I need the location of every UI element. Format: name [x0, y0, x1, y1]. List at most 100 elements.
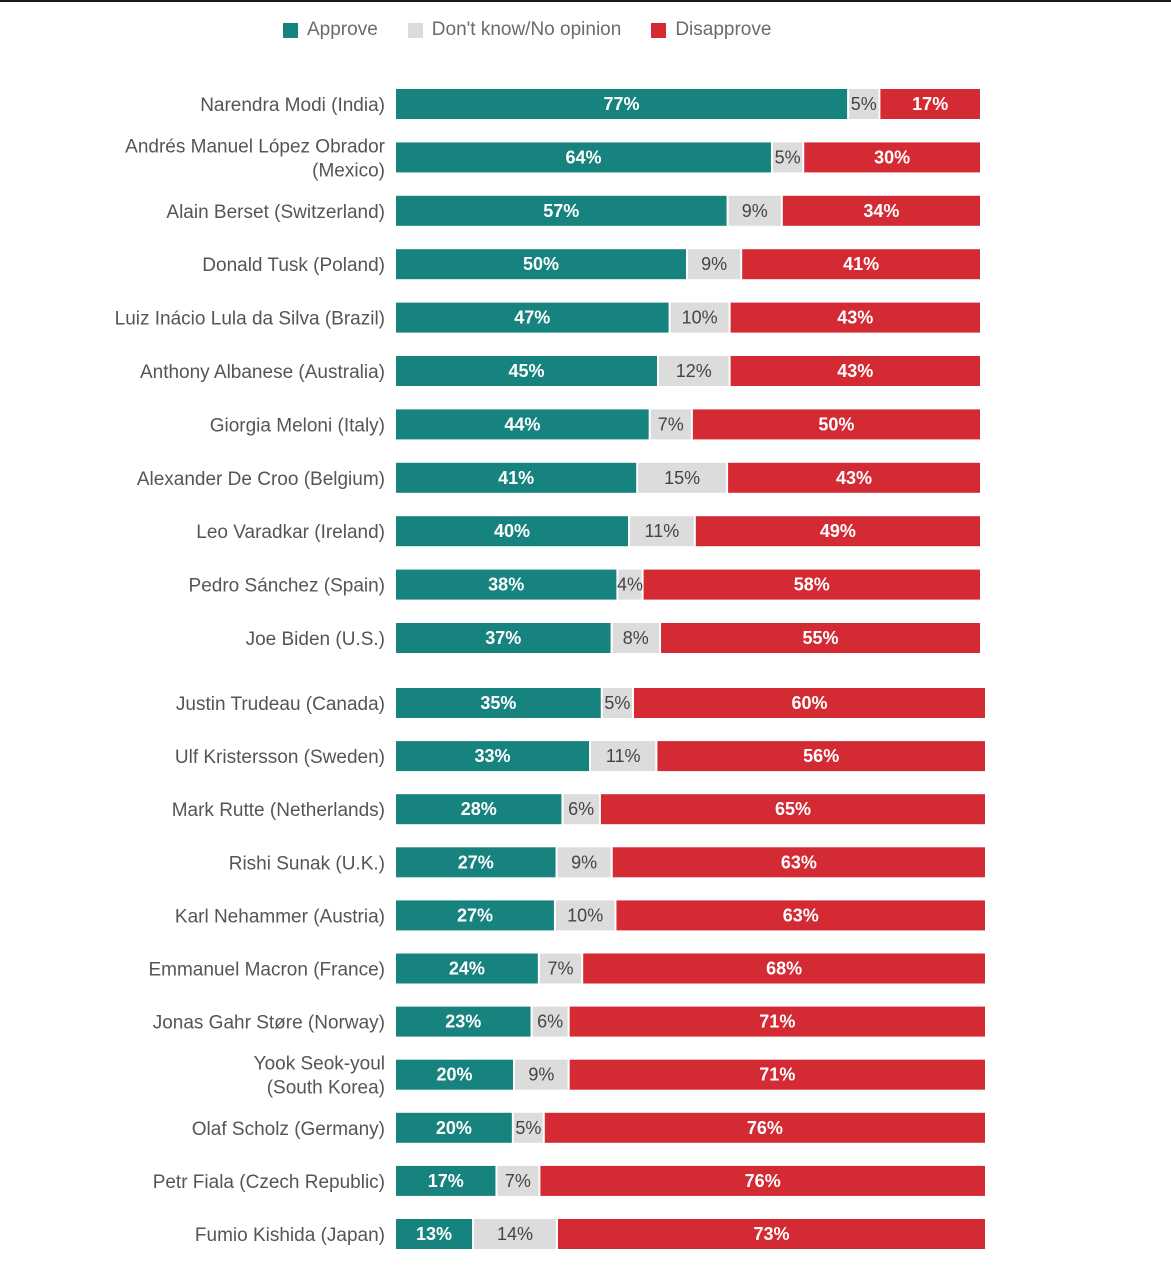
row-label: Leo Varadkar (Ireland): [196, 522, 385, 543]
bar-disapprove: [804, 142, 980, 173]
bar-approve: [396, 953, 538, 984]
label-disapprove: 17%: [912, 94, 948, 114]
bar-disapprove: [600, 794, 985, 825]
bar-dont-know: [618, 569, 642, 600]
legend-item-disapprove: Disapprove: [651, 19, 771, 41]
bar-dont-know: [602, 688, 632, 718]
label-approve: 64%: [565, 147, 601, 167]
bar-approve: [396, 409, 649, 440]
row-label: Ulf Kristersson (Sweden): [175, 747, 385, 768]
row-label: Fumio Kishida (Japan): [195, 1225, 385, 1246]
bar-dont-know: [555, 900, 615, 931]
label-approve: 57%: [543, 201, 579, 221]
label-disapprove: 49%: [820, 521, 856, 541]
bar-row: 41% 15% 43% Alexander De Croo (Belgium): [137, 462, 980, 493]
label-approve: 41%: [498, 468, 534, 488]
bar-row: 23% 6% 71% Jonas Gahr Støre (Norway): [153, 1006, 985, 1037]
label-dont-know: 6%: [568, 799, 594, 819]
bar-approve: [396, 462, 637, 493]
label-approve: 40%: [494, 521, 530, 541]
bar-dont-know: [474, 1219, 556, 1249]
bar-approve: [396, 1219, 473, 1249]
bar-disapprove: [569, 1059, 985, 1090]
label-disapprove: 68%: [766, 959, 802, 979]
bar-row: 77% 5% 17% Narendra Modi (India): [200, 89, 980, 119]
label-disapprove: 76%: [745, 1171, 781, 1191]
bar-approve: [396, 741, 590, 772]
label-approve: 45%: [508, 361, 544, 381]
row-label: Pedro Sánchez (Spain): [189, 576, 385, 597]
bar-approve: [396, 249, 686, 280]
row-label: Andrés Manuel López Obrador: [125, 136, 385, 157]
bar-dont-know: [563, 794, 599, 825]
legend-label-dont-know: Don't know/No opinion: [431, 19, 622, 40]
bar-dont-know: [659, 356, 729, 386]
label-approve: 24%: [449, 959, 485, 979]
bar-dont-know: [728, 195, 781, 226]
label-approve: 50%: [523, 254, 559, 274]
row-label: Alain Berset (Switzerland): [166, 202, 385, 223]
row-label: Jonas Gahr Støre (Norway): [153, 1013, 385, 1034]
bar-disapprove: [583, 953, 985, 984]
legend-item-approve: Approve: [283, 19, 378, 41]
label-approve: 20%: [436, 1118, 472, 1138]
bar-approve: [396, 142, 771, 173]
bar-row: 40% 11% 49% Leo Varadkar (Ireland): [196, 516, 980, 547]
bar-row: 20% 9% 71% Yook Seok-youl (South Korea): [254, 1054, 985, 1099]
bar-dont-know: [638, 462, 727, 493]
bar-row: 37% 8% 55% Joe Biden (U.S.): [246, 623, 980, 653]
bar-row: 33% 11% 56% Ulf Kristersson (Sweden): [175, 741, 985, 772]
label-approve: 17%: [428, 1171, 464, 1191]
label-dont-know: 5%: [515, 1118, 541, 1138]
bar-row: 20% 5% 76% Olaf Scholz (Germany): [192, 1112, 985, 1143]
label-approve: 47%: [514, 308, 550, 328]
label-approve: 35%: [480, 693, 516, 713]
bar-row: 44% 7% 50% Giorgia Meloni (Italy): [210, 409, 980, 440]
bar-disapprove: [616, 900, 985, 931]
bar-dont-know: [670, 302, 729, 333]
row-label: Olaf Scholz (Germany): [192, 1119, 385, 1140]
label-disapprove: 43%: [837, 361, 873, 381]
label-disapprove: 41%: [843, 254, 879, 274]
row-label: Giorgia Meloni (Italy): [210, 415, 385, 436]
bar-disapprove: [730, 356, 980, 386]
label-dont-know: 12%: [676, 361, 712, 381]
legend-swatch-dont-know: [407, 22, 423, 38]
row-label: Justin Trudeau (Canada): [176, 694, 385, 715]
label-dont-know: 9%: [571, 852, 597, 872]
bar-approve: [396, 1059, 513, 1090]
bar-disapprove: [661, 623, 980, 653]
bar-dont-know: [849, 89, 879, 119]
bar-approve: [396, 794, 562, 825]
label-disapprove: 63%: [781, 852, 817, 872]
bar-row: 35% 5% 60% Justin Trudeau (Canada): [176, 688, 985, 718]
label-disapprove: 43%: [837, 308, 873, 328]
row-label: Rishi Sunak (U.K.): [229, 853, 385, 874]
label-dont-know: 10%: [682, 308, 718, 328]
bar-dont-know: [650, 409, 691, 440]
row-label: Alexander De Croo (Belgium): [137, 469, 385, 490]
bar-disapprove: [557, 1219, 985, 1249]
bar-disapprove: [692, 409, 980, 440]
label-disapprove: 65%: [775, 799, 811, 819]
bar-disapprove: [880, 89, 980, 119]
legend-label-disapprove: Disapprove: [675, 19, 772, 40]
row-label: (Mexico): [312, 160, 385, 181]
bar-dont-know: [515, 1059, 568, 1090]
row-label: Donald Tusk (Poland): [202, 255, 385, 276]
bar-dont-know: [630, 516, 694, 547]
label-dont-know: 10%: [567, 905, 603, 925]
row-label: Yook Seok-youl: [254, 1054, 385, 1075]
label-disapprove: 43%: [836, 468, 872, 488]
bar-row: 24% 7% 68% Emmanuel Macron (France): [148, 953, 985, 984]
bar-approve: [396, 89, 848, 119]
bar-row: 27% 9% 63% Rishi Sunak (U.K.): [229, 847, 985, 878]
label-dont-know: 5%: [851, 94, 877, 114]
top-rule: [0, 0, 1171, 2]
label-dont-know: 7%: [505, 1171, 531, 1191]
bar-disapprove: [730, 302, 980, 333]
label-disapprove: 60%: [791, 693, 827, 713]
label-dont-know: 11%: [645, 521, 680, 541]
bar-approve: [396, 688, 601, 718]
